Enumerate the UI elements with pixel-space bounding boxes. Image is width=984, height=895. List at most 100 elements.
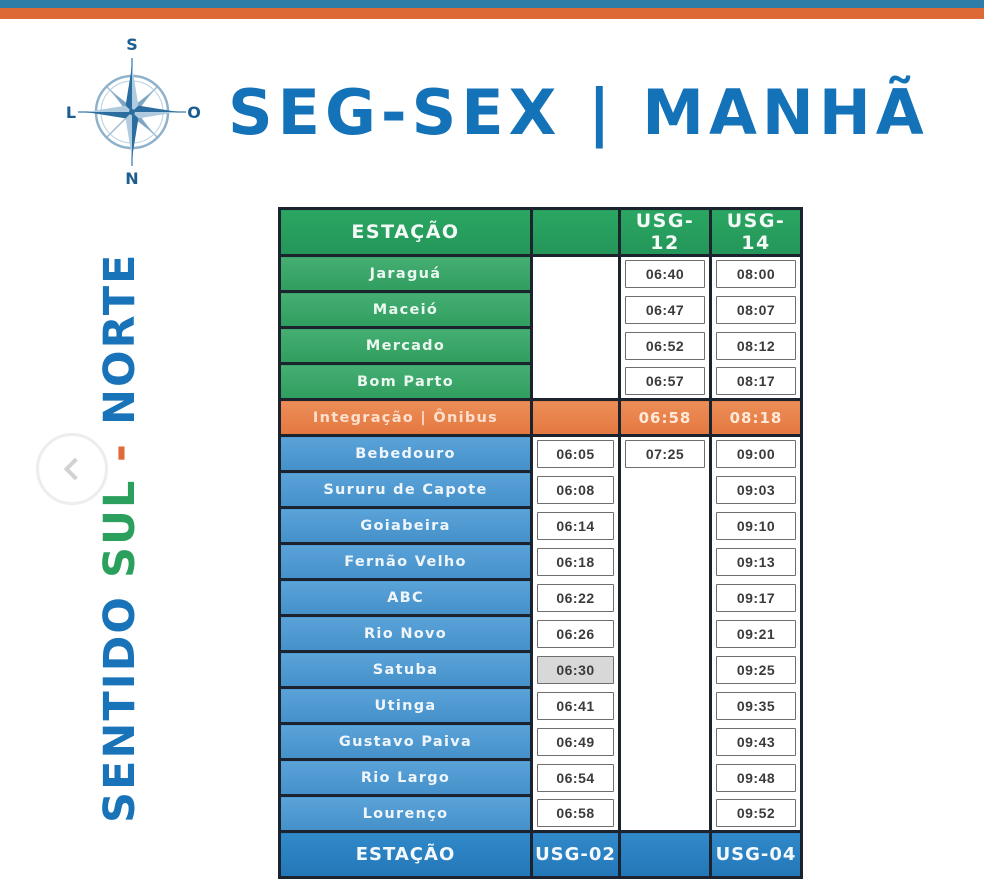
time-cell: 06:40	[619, 255, 712, 292]
time-cell: 09:25	[710, 651, 803, 688]
time-value: 09:52	[716, 798, 796, 827]
table-row: Fernão Velho 06:18 09:13	[279, 543, 803, 581]
time-cell: 09:48	[710, 759, 803, 796]
time-cell: 06:54	[531, 759, 621, 796]
time-cell: 09:13	[710, 543, 803, 580]
table-row: Satuba 06:30 09:25	[279, 651, 803, 689]
time-cell: 08:12	[710, 327, 803, 364]
time-cell: 09:52	[710, 795, 803, 832]
table-footer-row: ESTAÇÃO USG-02 USG-04	[279, 830, 802, 878]
time-value: 06:22	[537, 583, 614, 612]
direction-label: SENTIDO SUL - NORTE	[88, 212, 152, 864]
time-cell: 06:47	[619, 291, 712, 328]
time-cell: 06:08	[531, 471, 621, 508]
time-cell: 07:25	[619, 435, 712, 472]
time-cell: 08:00	[710, 255, 803, 292]
top-bar-orange	[0, 8, 984, 19]
station-cell: Satuba	[279, 651, 533, 689]
time-cell: 09:03	[710, 471, 803, 508]
time-value: 06:49	[537, 727, 614, 756]
time-value: 06:47	[625, 295, 705, 324]
header-usg12: USG-12	[619, 208, 712, 257]
time-value: 09:48	[716, 763, 796, 792]
station-cell: Fernão Velho	[279, 543, 533, 581]
time-value: 06:14	[537, 511, 614, 540]
table-row: Goiabeira 06:14 09:10	[279, 507, 803, 545]
time-value: 06:08	[537, 475, 614, 504]
time-cell: 09:21	[710, 615, 803, 652]
time-value: 06:41	[537, 691, 614, 720]
table-row: Rio Novo 06:26 09:21	[279, 615, 803, 653]
station-cell: Rio Novo	[279, 615, 533, 653]
station-cell: Lourenço	[279, 795, 533, 833]
time-cell: 08:18	[710, 398, 803, 437]
time-cell: 06:58	[619, 398, 712, 437]
time-cell: 06:26	[531, 615, 621, 652]
time-value: 08:17	[716, 366, 796, 395]
station-cell: Mercado	[279, 327, 533, 365]
footer-usg02: USG-02	[531, 830, 621, 878]
time-cell: 09:35	[710, 687, 803, 724]
time-value: 06:05	[537, 440, 614, 469]
time-cell: 06:30	[531, 651, 621, 688]
time-cell: 06:18	[531, 543, 621, 580]
time-value: 09:25	[716, 655, 796, 684]
header-blank-cell	[531, 208, 621, 257]
station-cell: Jaraguá	[279, 255, 533, 293]
time-cell: 06:52	[619, 327, 712, 364]
station-cell: Sururu de Capote	[279, 471, 533, 509]
compass-label-n: N	[125, 169, 138, 188]
station-cell: Goiabeira	[279, 507, 533, 545]
time-value: 06:52	[625, 331, 705, 360]
time-cell: 09:17	[710, 579, 803, 616]
compass-rose-icon: S O N L	[66, 35, 201, 188]
station-cell: Rio Largo	[279, 759, 533, 797]
compass-label-o: O	[187, 103, 201, 122]
time-cell: 06:41	[531, 687, 621, 724]
time-cell: 06:58	[531, 795, 621, 832]
time-cell: 06:22	[531, 579, 621, 616]
time-value: 06:26	[537, 619, 614, 648]
time-value: 09:35	[716, 691, 796, 720]
table-row: Sururu de Capote 06:08 09:03	[279, 471, 803, 832]
time-value: 08:12	[716, 331, 796, 360]
time-cell: 06:49	[531, 723, 621, 760]
station-cell: ABC	[279, 579, 533, 617]
compass-label-l: L	[66, 103, 76, 122]
table-row: Bom Parto 06:57 08:17	[279, 363, 803, 401]
time-value: 09:10	[716, 511, 796, 540]
time-cell: 09:10	[710, 507, 803, 544]
table-row: Rio Largo 06:54 09:48	[279, 759, 803, 797]
time-cell: 06:57	[619, 363, 712, 400]
page-title: SEG-SEX | MANHÃ	[228, 76, 929, 149]
time-value: 08:07	[716, 295, 796, 324]
time-cell: 09:43	[710, 723, 803, 760]
header-station: ESTAÇÃO	[279, 208, 533, 257]
footer-usg04: USG-04	[710, 830, 802, 878]
station-cell: Integração | Ônibus	[279, 398, 533, 437]
station-cell: Maceió	[279, 291, 533, 329]
time-cell: 09:00	[710, 435, 803, 472]
table-row-integration: Integração | Ônibus 06:58 08:18	[279, 398, 803, 437]
carousel-prev-button[interactable]	[36, 433, 108, 505]
time-value: 06:40	[625, 260, 705, 289]
time-value: 09:00	[716, 440, 796, 469]
time-value: 06:54	[537, 763, 614, 792]
table-header-row: ESTAÇÃO USG-12 USG-14	[279, 208, 802, 257]
time-cell: 08:17	[710, 363, 803, 400]
footer-station: ESTAÇÃO	[279, 830, 533, 878]
table-row: Mercado 06:52 08:12	[279, 327, 803, 365]
table-row: Bebedouro 06:05 07:25 09:00	[279, 435, 803, 473]
table-row: Maceió 06:47 08:07	[279, 291, 803, 329]
merged-empty-cell	[531, 255, 621, 400]
merged-empty-cell	[619, 471, 712, 832]
time-value: 06:30	[537, 655, 614, 684]
time-cell: 08:07	[710, 291, 803, 328]
table-row: Gustavo Paiva 06:49 09:43	[279, 723, 803, 761]
table-row: Lourenço 06:58 09:52	[279, 795, 803, 833]
table-row: ABC 06:22 09:17	[279, 579, 803, 617]
compass-label-s: S	[126, 35, 138, 54]
time-value: 06:57	[625, 366, 705, 395]
time-value: 09:21	[716, 619, 796, 648]
